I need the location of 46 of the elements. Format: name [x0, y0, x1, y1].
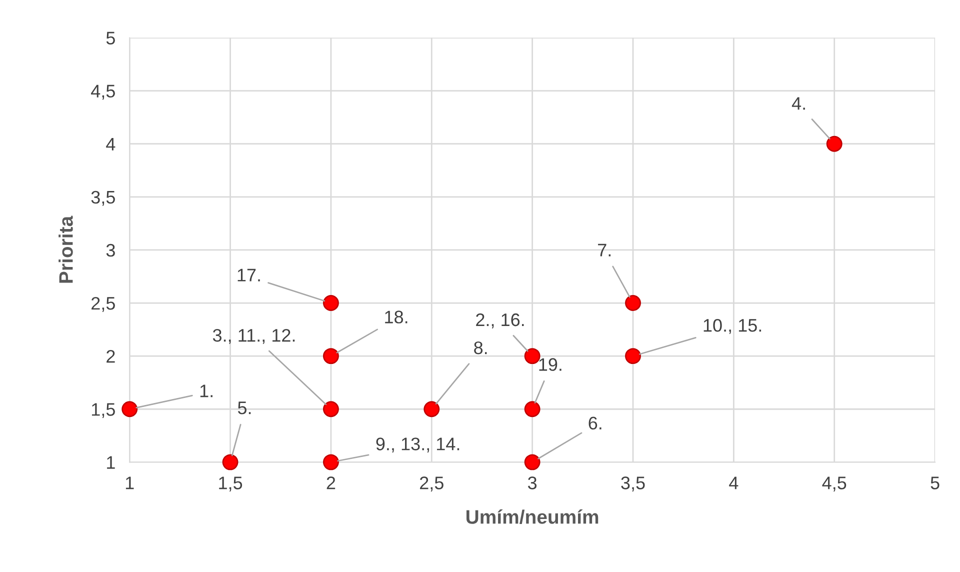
- x-tick-label: 4: [729, 476, 738, 490]
- y-tick-label: 3: [106, 244, 115, 257]
- point: [826, 136, 842, 152]
- annotation: 17.: [238, 268, 260, 282]
- y-tick-label: 2: [106, 350, 115, 363]
- x-tick-label: 1: [126, 476, 134, 490]
- annotation: 19.: [539, 358, 562, 371]
- x-tick-label: 1,5: [219, 476, 242, 492]
- point: [524, 348, 540, 364]
- y-tick-label: 5: [106, 32, 115, 44]
- point: [322, 295, 339, 311]
- y-tick-label: 4,5: [91, 84, 115, 100]
- point: [625, 295, 641, 311]
- y-tick-label: 4: [106, 138, 116, 150]
- annotation: 5.: [238, 402, 251, 414]
- point: [322, 454, 339, 470]
- x-tick-label: 4,5: [822, 476, 846, 492]
- y-axis-title: Priorita: [58, 216, 73, 283]
- point: [625, 348, 641, 364]
- x-tick-label: 2: [326, 476, 336, 490]
- point: [222, 454, 238, 470]
- annotation: 1.: [200, 384, 212, 398]
- annotation: 4.: [792, 97, 805, 110]
- annotation: 3., 11., 12.: [212, 328, 295, 344]
- annotation: 7.: [598, 244, 611, 256]
- x-tick-label: 5: [930, 476, 940, 490]
- point: [524, 401, 540, 418]
- annotation: 18.: [385, 310, 408, 324]
- annotation: 6.: [588, 416, 602, 430]
- y-tick-label: 3,5: [91, 190, 115, 206]
- x-tick-label: 3,5: [621, 476, 645, 492]
- y-tick-label: 2,5: [92, 296, 115, 312]
- point: [322, 401, 339, 418]
- annotation: 2., 16.: [476, 313, 524, 328]
- point: [122, 401, 138, 418]
- x-tick-label: 2,5: [420, 476, 444, 492]
- annotation: 10., 15.: [704, 318, 762, 334]
- x-axis-title: Umím/neumím: [466, 509, 598, 524]
- y-tick-label: 1: [107, 456, 115, 469]
- y-tick-label: 1,5: [92, 403, 115, 418]
- annotation: 8.: [474, 341, 487, 354]
- point: [524, 454, 540, 470]
- x-tick-label: 3: [528, 476, 537, 490]
- point: [322, 348, 339, 364]
- point: [424, 401, 440, 418]
- annotation: 9., 13., 14.: [376, 438, 460, 452]
